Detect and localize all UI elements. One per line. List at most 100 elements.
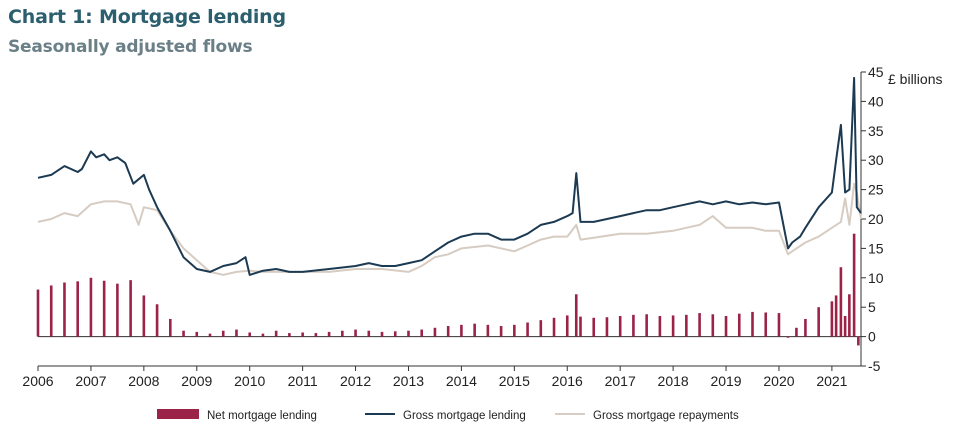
net-lending-bar [817, 307, 820, 337]
net-lending-bars [36, 233, 860, 346]
net-lending-bar [341, 330, 344, 337]
net-lending-bar [618, 316, 622, 337]
net-lending-bar [89, 277, 93, 337]
net-lending-bar [843, 316, 847, 337]
gross-lines [37, 76, 862, 276]
gross-repayments-line [37, 182, 862, 276]
legend-label-net: Net mortgage lending [207, 410, 317, 422]
legend-label-gross-repayments: Gross mortgage repayments [593, 410, 739, 422]
legend-label-gross-lending: Gross mortgage lending [403, 410, 526, 422]
net-lending-bar [526, 322, 529, 337]
net-lending-bar [367, 330, 371, 337]
y-tick-label: 45 [868, 64, 884, 80]
net-lending-bar [473, 323, 476, 337]
net-lending-bar [574, 294, 578, 337]
x-tick-label: 2021 [816, 373, 847, 389]
y-tick-label: -5 [868, 358, 881, 374]
net-lending-bar [592, 317, 596, 337]
axes-layer [37, 71, 866, 371]
net-lending-bar [830, 301, 834, 337]
net-lending-bar [658, 316, 662, 337]
y-tick-label: 15 [868, 240, 884, 256]
net-lending-bar [63, 282, 66, 337]
net-lending-bar [261, 333, 265, 337]
x-tick-label: 2006 [22, 373, 53, 389]
net-lending-bar [605, 317, 609, 337]
chart-title: Chart 1: Mortgage lending [8, 6, 286, 28]
net-lending-bar [182, 330, 185, 337]
x-tick-label: 2019 [710, 373, 741, 389]
x-tick-label: 2007 [75, 373, 106, 389]
x-tick-label: 2008 [128, 373, 159, 389]
net-lending-bar [539, 320, 543, 337]
net-lending-bar [460, 324, 463, 337]
net-lending-bar [235, 329, 238, 337]
x-tick-label: 2016 [552, 373, 583, 389]
net-lending-bar [393, 331, 397, 337]
x-tick-label: 2015 [499, 373, 530, 389]
y-tick-label: 35 [868, 123, 884, 139]
net-lending-bar [142, 295, 146, 337]
net-lending-bar [839, 267, 843, 337]
net-lending-bar [433, 327, 437, 337]
net-lending-bar [354, 329, 357, 337]
net-lending-bar [499, 326, 503, 337]
y-tick-label: 20 [868, 211, 884, 227]
x-tick-label: 2014 [446, 373, 477, 389]
net-lending-bar [129, 280, 132, 337]
net-lending-bar [102, 280, 106, 337]
net-lending-bar [786, 336, 790, 338]
y-tick-label: 0 [868, 329, 876, 345]
net-lending-bar [764, 312, 768, 337]
net-lending-bar [565, 315, 569, 337]
y-tick-label: 25 [868, 182, 884, 198]
y-tick-label: 30 [868, 152, 884, 168]
net-lending-bar [724, 316, 728, 337]
net-lending-bar [155, 304, 159, 337]
y-axis-unit-label: £ billions [888, 71, 942, 87]
net-lending-bar [552, 317, 556, 337]
net-lending-bar [116, 283, 119, 337]
chart-subtitle: Seasonally adjusted flows [8, 37, 253, 57]
net-lending-bar [446, 326, 450, 337]
net-lending-bar [579, 316, 582, 337]
net-lending-bar [301, 332, 304, 337]
y-tick-label: 5 [868, 299, 876, 315]
net-lending-bar [486, 324, 490, 337]
net-lending-bar [208, 333, 212, 337]
net-lending-bar [513, 324, 516, 337]
x-tick-label: 2011 [288, 373, 318, 389]
net-lending-bar [737, 313, 741, 337]
net-lending-bar [49, 285, 53, 337]
net-lending-bar [288, 333, 291, 337]
net-lending-bar [407, 330, 410, 337]
net-lending-bar [751, 311, 754, 337]
net-lending-bar [685, 314, 688, 337]
net-lending-bar [857, 336, 860, 346]
net-lending-bar [645, 314, 648, 337]
net-lending-bar [698, 313, 701, 337]
net-lending-bar [711, 314, 715, 337]
y-tick-label: 40 [868, 93, 884, 109]
legend-swatch-net [157, 409, 199, 419]
net-lending-bar [314, 333, 318, 337]
net-lending-bar [274, 330, 278, 337]
net-lending-bar [777, 313, 781, 337]
x-tick-label: 2020 [763, 373, 794, 389]
x-tick-label: 2013 [393, 373, 424, 389]
net-lending-bar [848, 294, 851, 337]
net-lending-bar [327, 331, 331, 337]
x-tick-label: 2012 [340, 373, 371, 389]
gross-lending-line [37, 76, 862, 276]
net-lending-bar [852, 233, 856, 337]
net-lending-bar [380, 331, 384, 337]
net-lending-bar [420, 329, 424, 337]
net-lending-bar [804, 318, 807, 337]
x-tick-label: 2010 [234, 373, 265, 389]
x-tick-label: 2009 [181, 373, 212, 389]
tick-labels: -5 0 5 10 15 20 25 30 35 40 45 2006 2007 2008 2009 2010… [22, 64, 883, 389]
net-lending-bar [169, 318, 172, 337]
x-tick-label: 2018 [658, 373, 689, 389]
net-lending-bar [36, 289, 40, 337]
